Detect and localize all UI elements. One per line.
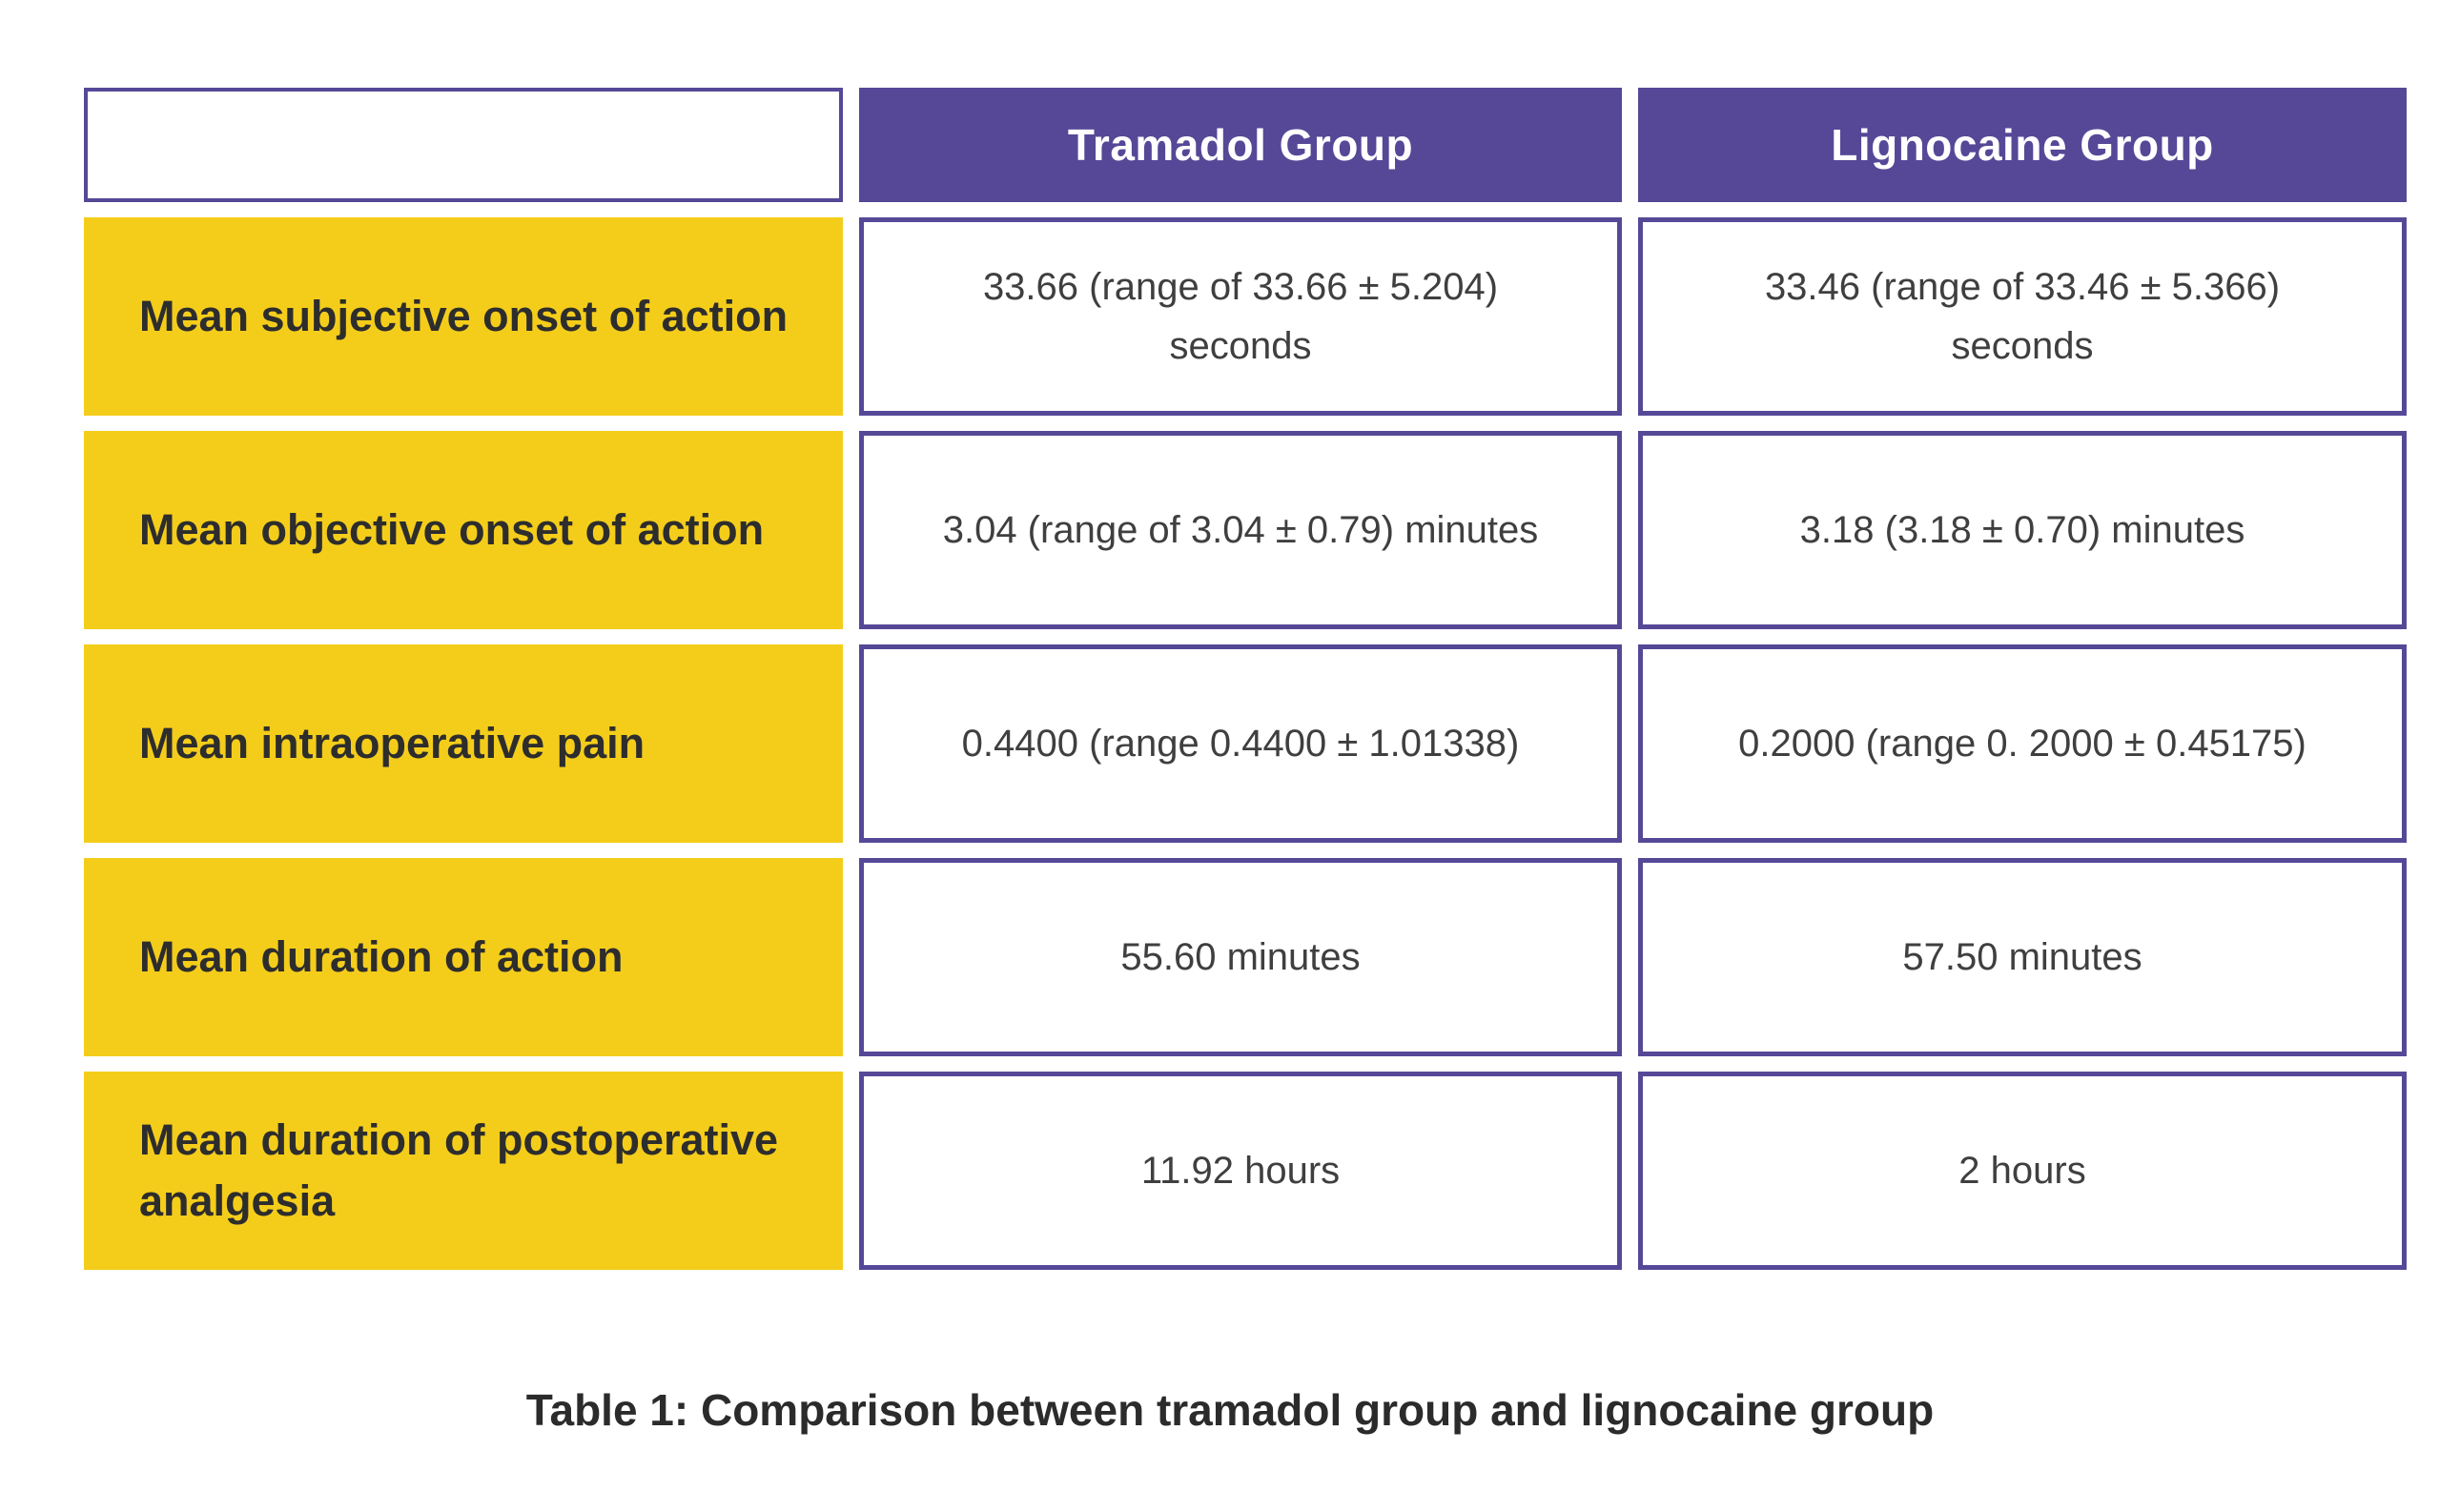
value-postoperative-analgesia-lignocaine: 2 hours [1638, 1072, 2407, 1270]
column-header-lignocaine: Lignocaine Group [1638, 88, 2407, 202]
value-subjective-onset-tramadol: 33.66 (range of 33.66 ± 5.204) seconds [859, 217, 1622, 416]
row-label-postoperative-analgesia: Mean duration of postoperative analgesia [84, 1072, 843, 1270]
value-duration-of-action-lignocaine: 57.50 minutes [1638, 858, 2407, 1056]
value-duration-of-action-tramadol: 55.60 minutes [859, 858, 1622, 1056]
column-header-tramadol: Tramadol Group [859, 88, 1622, 202]
value-intraoperative-pain-lignocaine: 0.2000 (range 0. 2000 ± 0.45175) [1638, 644, 2407, 843]
row-label-intraoperative-pain: Mean intraoperative pain [84, 644, 843, 843]
value-objective-onset-tramadol: 3.04 (range of 3.04 ± 0.79) minutes [859, 431, 1622, 629]
value-postoperative-analgesia-tramadol: 11.92 hours [859, 1072, 1622, 1270]
table-caption: Table 1: Comparison between tramadol gro… [525, 1385, 1935, 1435]
comparison-table: Tramadol Group Lignocaine Group Mean sub… [84, 88, 2407, 1270]
value-intraoperative-pain-tramadol: 0.4400 (range 0.4400 ± 1.01338) [859, 644, 1622, 843]
row-label-subjective-onset: Mean subjective onset of action [84, 217, 843, 416]
value-objective-onset-lignocaine: 3.18 (3.18 ± 0.70) minutes [1638, 431, 2407, 629]
value-subjective-onset-lignocaine: 33.46 (range of 33.46 ± 5.366) seconds [1638, 217, 2407, 416]
row-label-duration-of-action: Mean duration of action [84, 858, 843, 1056]
corner-cell [84, 88, 843, 202]
row-label-objective-onset: Mean objective onset of action [84, 431, 843, 629]
